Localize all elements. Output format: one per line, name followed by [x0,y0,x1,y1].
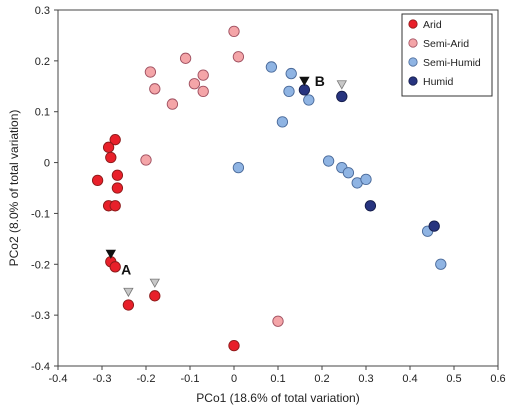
legend-label-semi-humid: Semi-Humid [423,57,481,69]
legend-swatch-arid [408,19,418,29]
x-tick-label: -0.3 [93,373,112,385]
legend-swatch-humid [408,76,418,86]
annotation-label-a: A [121,261,131,277]
point-semi-arid [272,315,284,327]
point-arid [122,299,135,311]
point-semi-humid [322,155,335,167]
x-tick-label: 0 [231,373,237,385]
point-arid [111,169,124,181]
point-semi-humid [435,258,447,270]
x-tick-label: -0.2 [137,373,156,385]
y-tick-label: 0.2 [35,56,50,68]
y-tick-label: -0.4 [31,361,50,373]
point-arid [149,290,161,302]
point-semi-humid [342,167,355,179]
point-arid [109,261,121,273]
point-arid [102,141,115,153]
x-tick-label: 0.5 [446,373,461,385]
x-tick-label: 0.6 [490,373,505,385]
point-semi-humid [232,162,245,174]
point-semi-arid [144,66,157,78]
legend-label-humid: Humid [423,76,454,88]
point-arid [109,200,121,212]
legend-swatch-semi-humid [408,57,418,67]
point-arid [111,182,124,194]
y-tick-label: -0.2 [31,259,50,271]
point-humid [298,84,311,96]
point-semi-humid [360,173,372,186]
point-semi-humid [276,116,289,128]
x-tick-label: 0.4 [402,373,417,385]
point-arid [91,174,104,187]
point-semi-arid [149,83,161,95]
point-humid [364,200,377,212]
point-semi-arid [232,51,245,63]
y-tick-label: -0.3 [31,310,50,322]
x-tick-label: 0.2 [314,373,329,385]
filled-triangle-marker [105,249,116,259]
point-humid [428,220,440,232]
point-arid [109,134,121,146]
y-axis-label: PCo2 (8.0% of total variation) [7,110,21,267]
point-semi-humid [265,61,278,73]
x-tick-label: 0.3 [358,373,373,385]
open-triangle-marker [149,278,160,288]
point-semi-humid [285,67,297,80]
legend: Arid Semi-Arid Semi-Humid Humid [401,13,493,97]
x-tick-label: 0.1 [270,373,285,385]
point-semi-humid [283,85,295,98]
point-arid [105,151,117,164]
point-semi-arid [197,85,209,98]
x-tick-label: -0.4 [49,373,68,385]
point-semi-arid [179,52,192,64]
filled-triangle-marker [299,76,310,87]
point-semi-arid [197,69,209,81]
point-semi-humid [303,94,315,106]
x-tick-label: -0.1 [181,373,200,385]
point-semi-arid [188,78,201,90]
point-semi-arid [140,154,152,166]
point-arid [228,340,240,352]
legend-swatch-semi-arid [408,38,418,48]
point-semi-arid [166,98,179,110]
legend-label-semi-arid: Semi-Arid [423,38,469,50]
y-tick-label: -0.1 [31,208,50,220]
y-tick-label: 0.1 [35,107,50,119]
point-semi-arid [228,25,240,38]
annotation-label-b: B [315,73,325,89]
legend-label-arid: Arid [423,19,442,31]
x-axis-label: PCo1 (18.6% of total variation) [196,391,359,405]
point-humid [336,90,348,103]
y-tick-label: 0 [44,158,50,170]
y-tick-label: 0.3 [35,5,50,17]
open-triangle-marker [336,80,347,90]
open-triangle-marker [123,287,134,298]
